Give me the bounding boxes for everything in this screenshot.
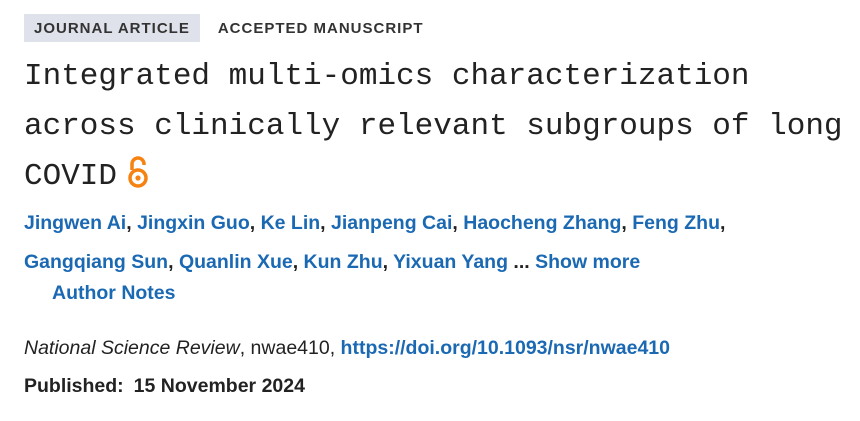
author-name[interactable]: Feng Zhu xyxy=(632,212,720,234)
author-name[interactable]: Haocheng Zhang xyxy=(463,212,622,234)
separator: , xyxy=(329,337,336,359)
author-item: Jianpeng Cai, xyxy=(331,212,458,234)
author-item: Haocheng Zhang, xyxy=(463,212,627,234)
author-name[interactable]: Jingwen Ai xyxy=(24,212,127,234)
citation: National Science Review, nwae410, https:… xyxy=(24,337,670,360)
author-item: Gangqiang Sun, xyxy=(24,251,174,273)
author-name[interactable]: Quanlin Xue xyxy=(178,251,293,273)
journal-name: National Science Review xyxy=(24,337,240,359)
separator: , xyxy=(249,212,256,234)
separator: , xyxy=(320,212,326,234)
published-label: Published: xyxy=(24,375,124,397)
author-item: Jingxin Guo, xyxy=(137,212,255,234)
badge: ACCEPTED MANUSCRIPT xyxy=(217,20,424,37)
author-item: Jingwen Ai, xyxy=(24,212,132,234)
author-item: Feng Zhu, xyxy=(632,212,725,234)
separator: , xyxy=(239,337,246,359)
author-item: Quanlin Xue, xyxy=(179,251,298,273)
author-notes[interactable]: Author Notes xyxy=(52,282,176,304)
author-name[interactable]: Yixuan Yang xyxy=(393,251,508,273)
author-item: Yixuan Yang xyxy=(393,251,508,273)
badges: JOURNAL ARTICLE ACCEPTED MANUSCRIPT xyxy=(24,14,434,42)
separator: , xyxy=(621,212,627,234)
open-access-icon xyxy=(128,156,148,188)
author-name[interactable]: Gangqiang Sun xyxy=(24,251,169,273)
doi-link[interactable]: https://doi.org/10.1093/nsr/nwae410 xyxy=(340,337,670,359)
separator: , xyxy=(719,212,726,234)
author-name[interactable]: Ke Lin xyxy=(260,212,321,234)
separator: , xyxy=(382,251,389,273)
show-more[interactable]: Show more xyxy=(535,251,641,273)
separator: , xyxy=(452,212,458,234)
title-text: Integrated multi-omics characterization … xyxy=(24,59,843,194)
author-name[interactable]: Kun Zhu xyxy=(303,251,383,273)
badge: JOURNAL ARTICLE xyxy=(24,14,200,42)
author-name[interactable]: Jingxin Guo xyxy=(137,212,250,234)
separator: , xyxy=(292,251,299,273)
published-date: 15 November 2024 xyxy=(133,375,305,397)
title: Integrated multi-omics characterization … xyxy=(24,52,854,202)
separator: , xyxy=(126,212,132,234)
author-list: Jingwen Ai, Jingxin Guo, Ke Lin, Jianpen… xyxy=(24,204,844,282)
author-item: Kun Zhu, xyxy=(304,251,388,273)
ellipsis: ... xyxy=(513,251,530,273)
author-item: Ke Lin, xyxy=(261,212,326,234)
article-id: nwae410 xyxy=(250,337,330,359)
published: Published: 15 November 2024 xyxy=(24,375,305,398)
separator: , xyxy=(168,251,174,273)
author-name[interactable]: Jianpeng Cai xyxy=(331,212,453,234)
